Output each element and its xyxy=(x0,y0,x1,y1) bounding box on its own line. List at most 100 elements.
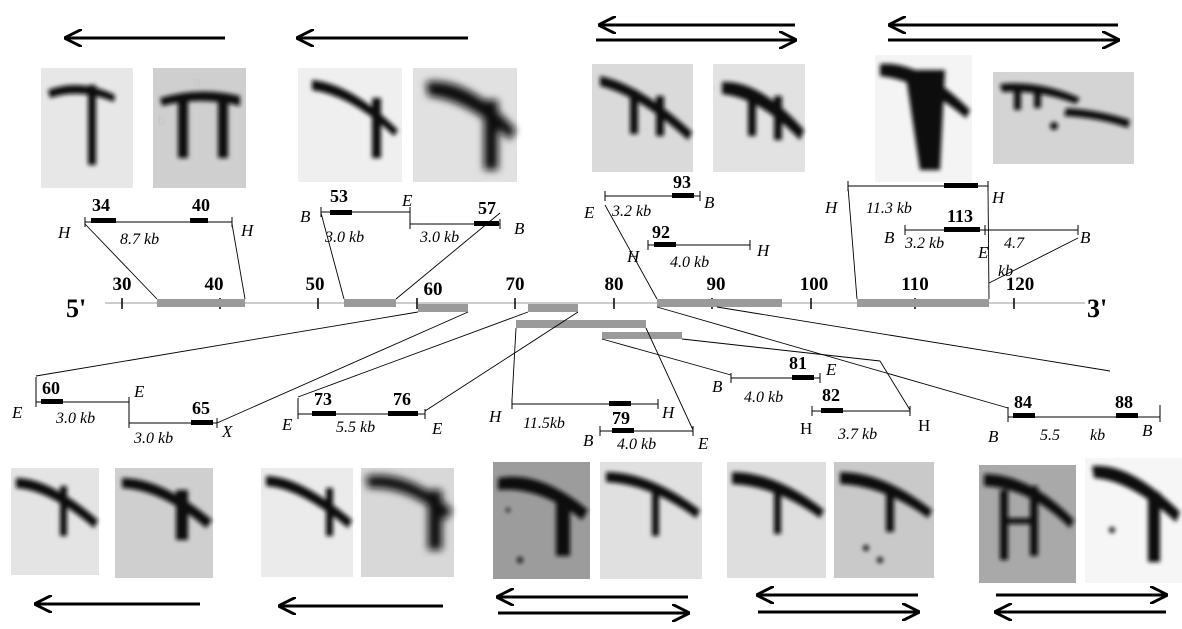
gel-image xyxy=(115,468,213,578)
axis-tick-label: 60 xyxy=(424,279,443,300)
probe-label: 81 xyxy=(789,353,807,373)
fragment-size: 11.5kb xyxy=(523,415,565,432)
gel-image xyxy=(993,72,1134,164)
probe-label: 57 xyxy=(478,198,496,218)
fragment-map-81: 81 B E 4.0 kb xyxy=(712,353,837,406)
site-label: B xyxy=(712,377,723,396)
fragment-size: 3.0 kb xyxy=(324,229,364,246)
site-label: B xyxy=(514,219,525,238)
probe-label: 34 xyxy=(92,195,110,215)
probe-label: 93 xyxy=(673,172,691,192)
probe-label: 84 xyxy=(1014,392,1032,412)
axis-tick-label: 100 xyxy=(800,274,829,295)
five-prime-label: 5' xyxy=(66,294,86,323)
site-label: H xyxy=(240,221,255,240)
fragment-map-84-88: 84 88 B B 5.5 kb xyxy=(988,392,1161,446)
gel-image xyxy=(1085,458,1182,583)
blot-label-b: b xyxy=(158,112,166,128)
probe-label: 79 xyxy=(612,408,630,428)
site-label: B xyxy=(300,207,311,226)
site-label: H xyxy=(756,241,771,260)
fragment-size: 8.7 kb xyxy=(120,231,159,248)
probe-label: 113 xyxy=(947,206,973,226)
fragment-size-unit: kb xyxy=(998,263,1013,280)
fragment-map-79: H H 11.5kb xyxy=(488,399,676,432)
axis-tick-label: 80 xyxy=(605,274,624,295)
axis-tick-label: 30 xyxy=(113,274,132,295)
fragment-map-113: H H 11.3 kb xyxy=(824,181,1006,217)
gel-image xyxy=(493,462,590,579)
probe-label: 60 xyxy=(42,378,60,398)
site-label: B xyxy=(1080,228,1091,247)
axis-tick-label: 120 xyxy=(1006,274,1035,295)
fragment-size-unit: kb xyxy=(1090,427,1105,444)
site-label: E xyxy=(281,415,293,434)
gel-image xyxy=(298,68,402,182)
fragment-map-79-b: 79 B E 4.0 kb xyxy=(583,408,709,453)
probe-label: 92 xyxy=(652,222,670,242)
three-prime-label: 3' xyxy=(1087,294,1107,323)
fragment-size: 4.0 kb xyxy=(670,254,709,271)
axis-tick-label: 70 xyxy=(506,274,525,295)
fragment-size: 5.5 xyxy=(1040,427,1060,444)
site-label: E xyxy=(11,403,23,422)
gel-image: a b xyxy=(153,68,246,188)
gel-image xyxy=(361,468,454,577)
site-label: H xyxy=(57,223,72,242)
gel-image xyxy=(592,64,693,172)
site-label: H xyxy=(800,419,812,438)
site-label: E xyxy=(583,203,595,222)
fragment-size: 3.2 kb xyxy=(904,235,944,252)
site-label: B xyxy=(1142,421,1153,440)
site-label: H xyxy=(661,403,676,422)
fragment-size: 3.0 kb xyxy=(133,430,173,447)
axis-tick-label: 40 xyxy=(205,274,224,295)
axis-tick-label: 50 xyxy=(306,274,325,295)
site-label: H xyxy=(918,416,930,435)
gel-image xyxy=(11,468,99,575)
site-label: B xyxy=(583,431,594,450)
gel-image xyxy=(834,462,934,578)
axis-tick-label: 90 xyxy=(707,274,726,295)
fragment-size: 4.7 xyxy=(1004,235,1025,252)
probe-label: 73 xyxy=(314,389,332,409)
fragment-map-82: 82 H H 3.7 kb xyxy=(800,385,930,443)
top-gel-images: a b xyxy=(41,55,1134,188)
gel-image xyxy=(41,68,133,188)
fragment-size: 5.5 kb xyxy=(336,419,375,436)
bottom-gel-images xyxy=(11,458,1182,583)
fragment-map-60-65: 60 65 E E X 3.0 kb 3.0 kb xyxy=(11,377,233,447)
site-label: H xyxy=(824,198,839,217)
fragment-map-93: 93 E B 3.2 kb xyxy=(583,172,715,222)
site-label: X xyxy=(221,422,233,441)
gel-image xyxy=(713,64,805,172)
genomic-map: 5' 3' 30 40 50 60 70 80 90 100 110 120 xyxy=(66,274,1107,339)
bottom-direction-arrows xyxy=(36,595,1166,613)
site-label: E xyxy=(401,191,413,210)
fragment-map-113-b: 113 B E B 3.2 kb 4.7 kb xyxy=(884,206,1091,280)
fragment-map-92: 92 H H 4.0 kb xyxy=(626,222,771,271)
fragment-map-53-57: 53 57 B E B 3.0 kb 3.0 kb xyxy=(300,186,525,246)
axis-tick-label: 110 xyxy=(901,274,928,295)
fragment-size: 3.2 kb xyxy=(611,203,651,220)
probe-label: 76 xyxy=(393,389,411,409)
site-label: H xyxy=(488,407,503,426)
fragment-map-34-40: 34 40 H H 8.7 kb xyxy=(57,195,255,248)
map-segments xyxy=(157,299,989,339)
site-label: B xyxy=(988,427,999,446)
gel-image xyxy=(600,462,702,579)
probe-label: 53 xyxy=(330,186,348,206)
connector-lines xyxy=(35,186,1111,431)
probe-label: 40 xyxy=(192,195,210,215)
gel-image xyxy=(727,462,826,578)
site-label: B xyxy=(884,228,895,247)
probe-label: 65 xyxy=(192,398,210,418)
fragment-size: 3.0 kb xyxy=(419,229,459,246)
site-label: E xyxy=(697,434,709,453)
site-label: H xyxy=(991,188,1006,207)
site-label: E xyxy=(431,419,443,438)
site-label: E xyxy=(133,382,145,401)
site-label: B xyxy=(704,193,715,212)
gel-image xyxy=(413,68,517,182)
